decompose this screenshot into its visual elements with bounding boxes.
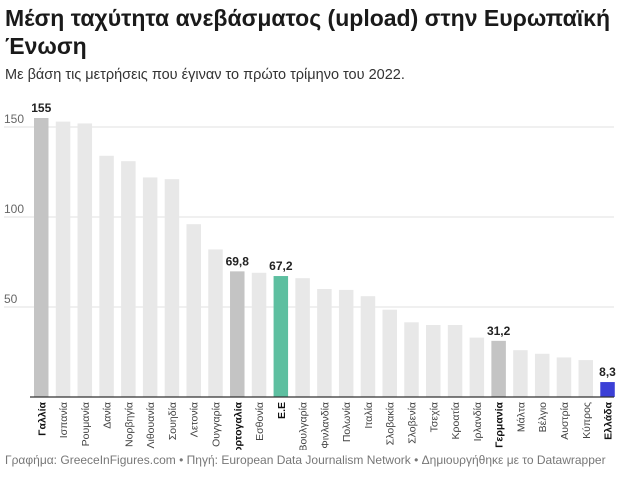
- bar[interactable]: [208, 249, 223, 397]
- footer-separator: •: [179, 453, 184, 467]
- category-label: Μάλτα: [515, 402, 527, 432]
- category-label: Δανία: [102, 402, 114, 429]
- bar[interactable]: [273, 276, 289, 397]
- value-label: 155: [31, 101, 51, 115]
- bar[interactable]: [600, 382, 615, 397]
- category-label: Ρουμανία: [80, 402, 92, 446]
- bar[interactable]: [447, 325, 463, 397]
- bar[interactable]: [164, 179, 180, 397]
- made-with-link[interactable]: Δημιουργήθηκε με το Datawrapper: [421, 453, 606, 467]
- y-tick-label: 100: [4, 202, 24, 216]
- category-label: Τσεχία: [428, 402, 440, 432]
- bar[interactable]: [426, 325, 441, 397]
- bar[interactable]: [556, 357, 572, 397]
- value-label: 67,2: [269, 259, 293, 273]
- bar[interactable]: [469, 337, 485, 397]
- chart-subtitle: Με βάση τις μετρήσεις που έγιναν το πρώτ…: [5, 67, 405, 83]
- bar[interactable]: [99, 155, 114, 397]
- category-label: Γαλλία: [36, 401, 48, 435]
- bar[interactable]: [55, 121, 71, 397]
- category-label: Ιταλία: [363, 402, 375, 429]
- y-tick-label: 150: [4, 112, 24, 126]
- category-label: Κύπρος: [581, 402, 593, 439]
- y-tick-label: 50: [4, 292, 18, 306]
- category-label: Ε.Ε: [276, 402, 288, 419]
- bar[interactable]: [404, 322, 419, 397]
- category-label: Πολωνία: [341, 402, 353, 442]
- category-label: Εσθονία: [254, 402, 266, 441]
- category-label: Ιρλανδία: [472, 402, 484, 441]
- bar[interactable]: [534, 353, 550, 397]
- category-label: Γερμανία: [494, 401, 506, 447]
- bar-chart: 50 100 150 155 Γαλλία Ισπανία Ρουμανία Δανία Νορ…: [4, 101, 616, 450]
- bar[interactable]: [295, 278, 310, 397]
- category-label: Σουηδία: [167, 402, 179, 440]
- category-label: Αυστρία: [559, 402, 571, 440]
- category-label: Ουγγαρία: [210, 402, 222, 447]
- bar[interactable]: [77, 123, 93, 398]
- bar[interactable]: [578, 360, 594, 397]
- category-label: Ελλάδα: [603, 401, 615, 439]
- category-label: Λιθουανία: [145, 402, 157, 449]
- category-label: Λετονία: [189, 402, 201, 437]
- bar[interactable]: [338, 289, 354, 397]
- bar[interactable]: [121, 161, 136, 397]
- category-label: Ισπανία: [58, 402, 70, 438]
- source-label: Πηγή:: [186, 453, 218, 467]
- bar[interactable]: [186, 224, 201, 397]
- category-label: Φινλανδία: [319, 402, 331, 449]
- bar[interactable]: [491, 340, 506, 397]
- footer: Γραφήμα: GreeceInFigures.com • Πηγή: Eur…: [5, 453, 606, 467]
- bar[interactable]: [513, 350, 528, 397]
- category-label: Σλοβενία: [407, 402, 419, 444]
- bar[interactable]: [34, 118, 49, 397]
- bar[interactable]: [251, 272, 267, 397]
- bar[interactable]: [360, 296, 376, 397]
- chart-title: Μέση ταχύτητα ανεβάσματος (upload) στην …: [5, 5, 610, 59]
- category-label: Πορτογαλία: [232, 401, 244, 450]
- credit-link[interactable]: GreeceInFigures.com: [60, 453, 176, 467]
- bar[interactable]: [142, 177, 158, 397]
- bar[interactable]: [317, 289, 332, 397]
- bar[interactable]: [230, 271, 245, 397]
- source-link[interactable]: European Data Journalism Network: [221, 453, 411, 467]
- category-label: Σλοβακία: [385, 402, 397, 445]
- value-label: 31,2: [487, 324, 511, 338]
- value-label: 69,8: [226, 254, 250, 268]
- value-label: 8,3: [599, 365, 616, 379]
- footer-separator: •: [414, 453, 419, 467]
- category-label: Νορβηγία: [123, 402, 135, 447]
- category-label: Βουλγαρία: [298, 402, 310, 450]
- bar[interactable]: [382, 309, 397, 397]
- category-label: Κροατία: [450, 402, 462, 439]
- credit-label: Γραφήμα:: [5, 453, 58, 467]
- category-label: Βέλγιο: [537, 402, 549, 433]
